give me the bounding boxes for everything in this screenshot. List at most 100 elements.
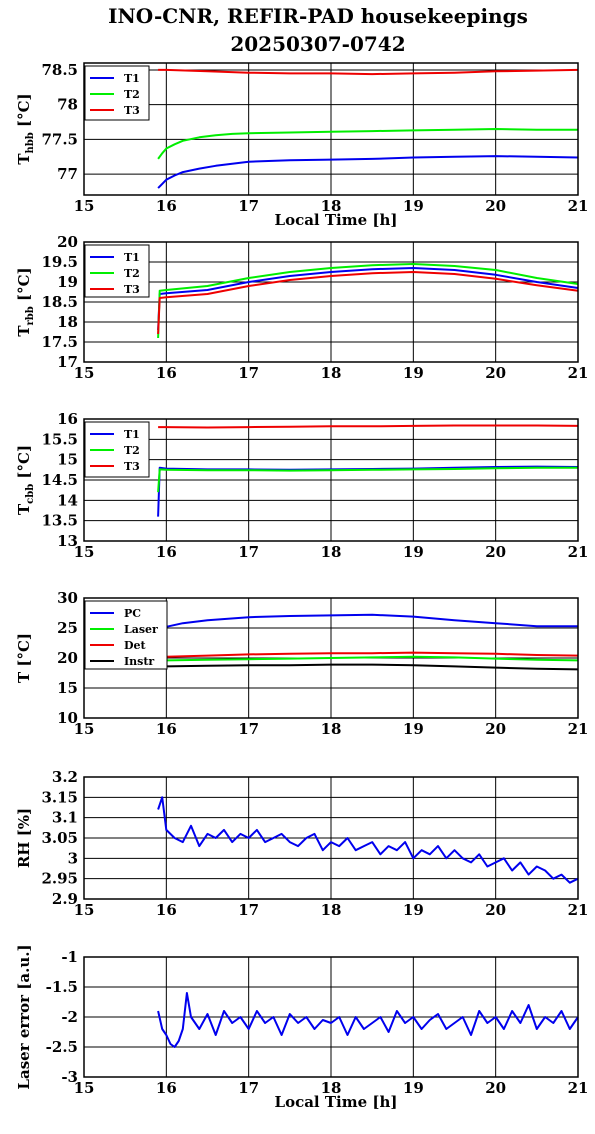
x-tick-label: 19: [403, 543, 424, 561]
y-axis-label-main: T: [15, 325, 33, 337]
y-tick-label: 77: [57, 165, 78, 183]
y-axis-label-main: T: [15, 503, 33, 515]
y-tick-label: 30: [57, 589, 78, 607]
y-tick-label: 20: [57, 649, 78, 667]
x-tick-label: 20: [485, 1079, 506, 1097]
x-tick-label: 20: [485, 364, 506, 382]
series-line-data: [157, 796, 579, 884]
x-tick-label: 18: [321, 543, 342, 561]
y-tick-label: 77.5: [41, 130, 78, 148]
plot-frame: [83, 956, 579, 1078]
y-tick-label: -2.5: [46, 1038, 78, 1056]
y-axis-label-unit: [°C]: [15, 445, 33, 484]
y-tick-label: 3.1: [52, 809, 78, 827]
y-tick-label: 78.5: [41, 61, 78, 79]
y-tick-label: -3: [61, 1068, 78, 1086]
y-tick-label: 19.5: [41, 253, 78, 271]
legend-label: T1: [124, 72, 140, 85]
legend-label: T3: [124, 283, 140, 296]
x-tick-label: 16: [156, 901, 177, 919]
legend-label: T3: [124, 104, 140, 117]
figure-title-line-1: INO-CNR, REFIR-PAD housekeepings: [108, 4, 528, 28]
panels: 15 16 17 18 19 20 21 77 77.5 78 78.5 Local Time [h]…: [15, 61, 588, 1111]
series-line-t3: [158, 68, 579, 76]
x-tick-label: 21: [568, 901, 589, 919]
x-tick-label: 19: [403, 197, 424, 215]
y-tick-label: 20: [57, 233, 78, 251]
y-tick-label: 3: [68, 849, 78, 867]
x-tick-label: 19: [403, 1079, 424, 1097]
legend-label: T2: [124, 88, 140, 101]
x-tick-label: 15: [74, 364, 95, 382]
panel-3: 15 16 17 18 19 20 21 13 13.5 14 14.5 15 15.5 16 Tcbb […: [15, 410, 588, 561]
series-line-t1: [157, 465, 579, 517]
y-tick-label: 18.5: [41, 293, 78, 311]
y-tick-label: 2.95: [41, 870, 78, 888]
legend-label: Laser: [124, 623, 158, 636]
series-line-t3: [158, 424, 579, 429]
x-tick-label: 16: [156, 1079, 177, 1097]
x-tick-label: 15: [74, 543, 95, 561]
series-line-t1: [157, 267, 579, 331]
series-line-t3: [157, 271, 579, 335]
y-axis-label: Tcbb [°C]: [15, 445, 36, 515]
series-line-t2: [157, 128, 578, 160]
x-tick-label: 18: [321, 1079, 342, 1097]
x-axis-label: Local Time [h]: [275, 1093, 398, 1111]
y-axis-label-main: Laser error [a.u.]: [15, 944, 33, 1089]
plot-frame: [83, 241, 579, 363]
series-line-data: [157, 992, 579, 1048]
y-tick-label: 13: [57, 532, 78, 550]
x-tick-label: 17: [238, 1079, 259, 1097]
x-tick-label: 21: [568, 364, 589, 382]
y-axis-label: Trbb [°C]: [15, 267, 36, 336]
x-tick-label: 19: [403, 720, 424, 738]
y-tick-label: 15: [57, 451, 78, 469]
y-tick-label: 19: [57, 273, 78, 291]
x-tick-label: 20: [485, 720, 506, 738]
series-line-pc: [157, 613, 578, 632]
series-line-laser: [158, 655, 579, 662]
y-tick-label: 10: [57, 709, 78, 727]
y-axis-label-main: T: [15, 153, 33, 165]
y-axis-label: RH [%]: [15, 808, 33, 868]
y-tick-label: 25: [57, 619, 78, 637]
x-tick-label: 16: [156, 543, 177, 561]
x-tick-label: 18: [321, 720, 342, 738]
plot-frame: [83, 597, 579, 719]
legend-label: T1: [124, 251, 140, 264]
x-tick-label: 17: [238, 364, 259, 382]
x-tick-label: 18: [321, 901, 342, 919]
x-tick-label: 17: [238, 543, 259, 561]
figure-title-line-2: 20250307-0742: [230, 32, 405, 56]
legend-label: T2: [124, 267, 140, 280]
legend-label: PC: [124, 607, 141, 620]
y-axis-label-unit: [°C]: [15, 93, 33, 132]
panel-1: 15 16 17 18 19 20 21 77 77.5 78 78.5 Local Time [h]…: [15, 61, 588, 229]
y-tick-label: 3.15: [41, 788, 78, 806]
y-tick-label: 14: [57, 491, 78, 509]
x-tick-label: 19: [403, 364, 424, 382]
y-axis-label-subscript: cbb: [25, 484, 36, 504]
y-axis-label-subscript: hbb: [25, 132, 36, 153]
series-line-t1: [157, 155, 579, 189]
y-tick-label: 17.5: [41, 333, 78, 351]
y-axis-label: Laser error [a.u.]: [15, 944, 33, 1089]
x-tick-label: 20: [485, 197, 506, 215]
x-tick-label: 15: [74, 197, 95, 215]
y-tick-label: 16: [57, 410, 78, 428]
series-line-t2: [157, 466, 578, 493]
x-tick-label: 17: [238, 197, 259, 215]
x-tick-label: 16: [156, 197, 177, 215]
plot-frame: [83, 62, 579, 196]
plot-frame: [83, 418, 579, 542]
series-line-det: [158, 651, 579, 659]
x-tick-label: 21: [568, 720, 589, 738]
legend-label: T3: [124, 460, 140, 473]
y-tick-label: 3.05: [41, 829, 78, 847]
y-tick-label: 17: [57, 353, 78, 371]
x-tick-label: 20: [485, 543, 506, 561]
legend-label: T2: [124, 444, 140, 457]
